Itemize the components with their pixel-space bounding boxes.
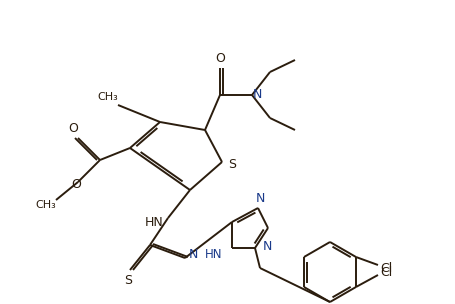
Text: CH₃: CH₃	[98, 92, 118, 102]
Text: O: O	[215, 53, 225, 65]
Text: N: N	[188, 247, 197, 261]
Text: S: S	[228, 157, 236, 171]
Text: O: O	[71, 178, 81, 192]
Text: N: N	[255, 192, 265, 205]
Text: HN: HN	[145, 216, 163, 230]
Text: N: N	[253, 88, 262, 101]
Text: S: S	[124, 274, 132, 286]
Text: N: N	[263, 240, 272, 254]
Text: CH₃: CH₃	[35, 200, 56, 210]
Text: Cl: Cl	[380, 265, 392, 278]
Text: HN: HN	[205, 247, 223, 261]
Text: O: O	[68, 123, 78, 136]
Text: Cl: Cl	[380, 261, 392, 275]
